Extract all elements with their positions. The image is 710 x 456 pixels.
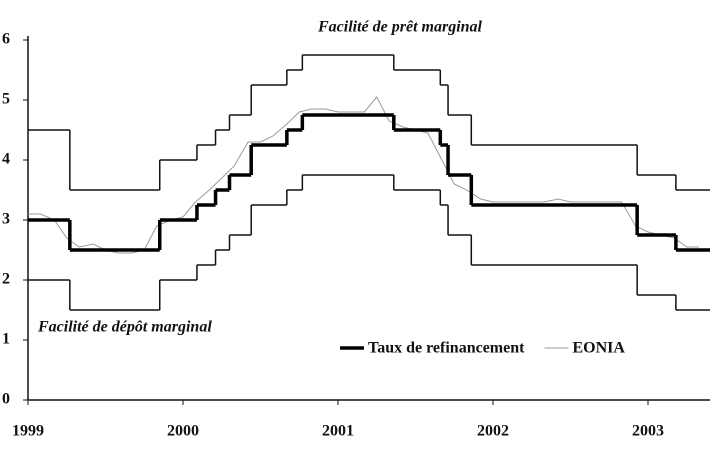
y-tick-label: 0 <box>2 391 10 408</box>
x-tick-label: 2000 <box>167 423 199 440</box>
legend-label: EONIA <box>572 340 625 357</box>
x-tick-label: 2002 <box>477 423 509 440</box>
y-tick-label: 5 <box>2 91 10 108</box>
y-tick-label: 6 <box>2 31 10 48</box>
x-tick-label: 2001 <box>322 423 354 440</box>
series-annotation: Facilité de dépôt marginal <box>37 319 212 336</box>
x-tick-label: 1999 <box>12 423 44 440</box>
x-tick-label: 2003 <box>632 423 664 440</box>
series-annotation: Facilité de prêt marginal <box>317 19 483 36</box>
y-tick-label: 3 <box>2 211 10 228</box>
y-tick-label: 2 <box>2 271 10 288</box>
legend-label: Taux de refinancement <box>368 340 525 357</box>
y-tick-label: 1 <box>2 331 10 348</box>
y-tick-label: 4 <box>2 151 10 168</box>
